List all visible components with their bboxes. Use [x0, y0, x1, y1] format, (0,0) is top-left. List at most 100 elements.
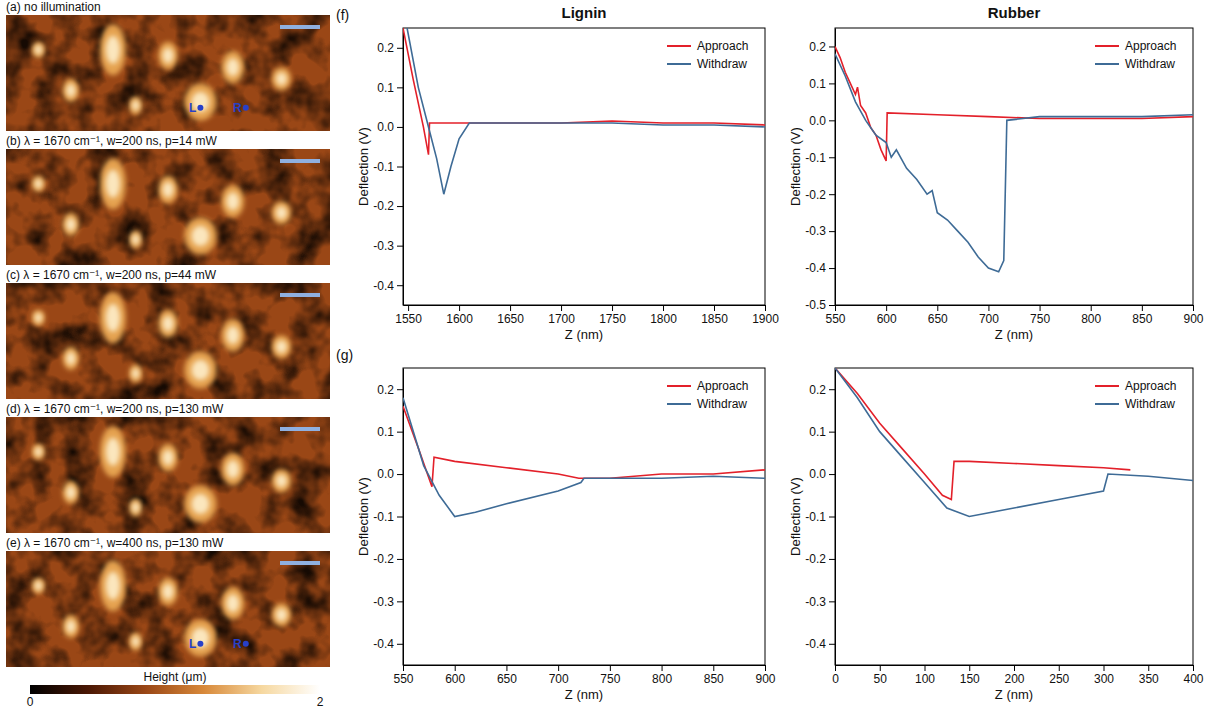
x-tick-mark	[455, 665, 456, 671]
image-feature	[35, 45, 42, 54]
image-feature	[272, 201, 291, 224]
legend-label: Approach	[697, 39, 748, 53]
image-feature	[276, 340, 287, 353]
y-tick-mark	[397, 167, 403, 168]
image-panel: (a) no illuminationLR	[6, 0, 330, 131]
y-tick-label: 0.1	[377, 425, 394, 439]
x-tick-mark	[510, 305, 511, 311]
y-tick: 0.1	[809, 77, 835, 91]
image-feature	[276, 608, 287, 621]
image-feature	[272, 335, 291, 358]
y-axis-title: Deflection (V)	[788, 127, 803, 206]
y-tick-mark	[397, 127, 403, 128]
y-tick-mark	[829, 305, 835, 306]
y-tick-label: -0.1	[805, 151, 826, 165]
legend-swatch	[667, 385, 691, 387]
y-tick-label: -0.4	[373, 279, 394, 293]
image-feature	[129, 364, 142, 383]
y-tick: 0.2	[377, 383, 403, 397]
image-feature	[158, 310, 177, 338]
x-axis-title: Z (nm)	[565, 687, 603, 702]
x-tick: 350	[1139, 665, 1159, 686]
image-feature	[100, 560, 126, 611]
image-feature	[32, 444, 45, 460]
x-tick: 1550	[395, 305, 422, 326]
x-tick-label: 1600	[446, 312, 473, 326]
image-feature	[132, 368, 139, 378]
y-tick-mark	[829, 389, 835, 390]
image-feature	[184, 485, 216, 522]
image-ground	[6, 15, 330, 131]
x-tick: 400	[1183, 665, 1203, 686]
point-marker	[243, 105, 249, 111]
image-feature	[227, 192, 239, 210]
y-tick: -0.3	[805, 224, 835, 238]
x-tick-label: 800	[652, 672, 672, 686]
image-feature	[132, 636, 139, 646]
x-tick: 850	[1132, 305, 1152, 326]
legend-swatch	[1095, 63, 1119, 65]
image-feature	[158, 578, 177, 606]
x-tick-label: 1550	[395, 312, 422, 326]
colorbar-tick-label: 2	[317, 695, 324, 709]
image-feature	[158, 176, 177, 204]
x-tick: 1650	[497, 305, 524, 326]
y-tick-mark	[829, 644, 835, 645]
x-tick-label: 1650	[497, 312, 524, 326]
image-ground	[6, 149, 330, 265]
y-axis-title: Deflection (V)	[356, 477, 371, 556]
plot-frame	[403, 368, 765, 665]
y-tick: 0.1	[377, 81, 403, 95]
y-tick-mark	[829, 120, 835, 121]
image-feature	[100, 292, 126, 343]
x-tick-label: 550	[825, 312, 845, 326]
x-tick: 600	[877, 305, 897, 326]
image-feature	[35, 179, 42, 188]
x-tick-label: 50	[874, 672, 888, 686]
image-panel: (e) λ = 1670 cm⁻¹, w=400 ns, p=130 mWLR	[6, 536, 330, 667]
y-tick-mark	[829, 268, 835, 269]
x-tick-mark	[714, 305, 715, 311]
x-tick-mark	[1193, 305, 1194, 311]
image-feature	[63, 347, 79, 370]
series-line	[403, 406, 765, 487]
y-tick-label: 0.0	[377, 120, 394, 134]
image-feature	[106, 36, 120, 64]
y-axis-title: Deflection (V)	[788, 477, 803, 556]
chart: 5506006507007508008509000.20.10.0-0.1-0.…	[788, 4, 1204, 342]
legend-label: Approach	[1125, 39, 1176, 53]
afm-image	[6, 551, 330, 667]
image-feature	[66, 352, 75, 365]
y-tick-label: -0.2	[373, 199, 394, 213]
legend-label: Withdraw	[697, 397, 747, 411]
x-tick-mark	[835, 305, 836, 311]
image-feature	[272, 67, 291, 90]
y-tick: 0.0	[809, 467, 835, 481]
legend: ApproachWithdraw	[1095, 39, 1176, 71]
x-tick: 550	[393, 665, 413, 686]
x-axis: 15501600165017001750180018501900	[395, 305, 779, 326]
y-tick: -0.3	[373, 595, 403, 609]
y-tick: -0.3	[373, 239, 403, 253]
legend-label: Withdraw	[1125, 397, 1175, 411]
image-feature	[191, 226, 209, 246]
y-tick-mark	[397, 389, 403, 390]
x-tick-label: 600	[445, 672, 465, 686]
y-tick: -0.1	[373, 160, 403, 174]
series-line	[835, 368, 1130, 500]
legend-label: Approach	[1125, 379, 1176, 393]
legend-swatch	[667, 45, 691, 47]
x-tick: 900	[755, 665, 775, 686]
point-marker	[197, 105, 203, 111]
image-feature	[100, 426, 126, 477]
x-tick: 650	[928, 305, 948, 326]
panel-title: (c) λ = 1670 cm⁻¹, w=200 ns, p=44 mW	[6, 268, 217, 282]
series-line	[403, 28, 765, 155]
x-tick-mark	[459, 305, 460, 311]
x-tick-label: 800	[1081, 312, 1101, 326]
x-tick-mark	[713, 665, 714, 671]
image-feature	[66, 218, 75, 231]
image-feature	[163, 182, 174, 197]
x-tick: 600	[445, 665, 465, 686]
x-tick-mark	[835, 665, 836, 671]
